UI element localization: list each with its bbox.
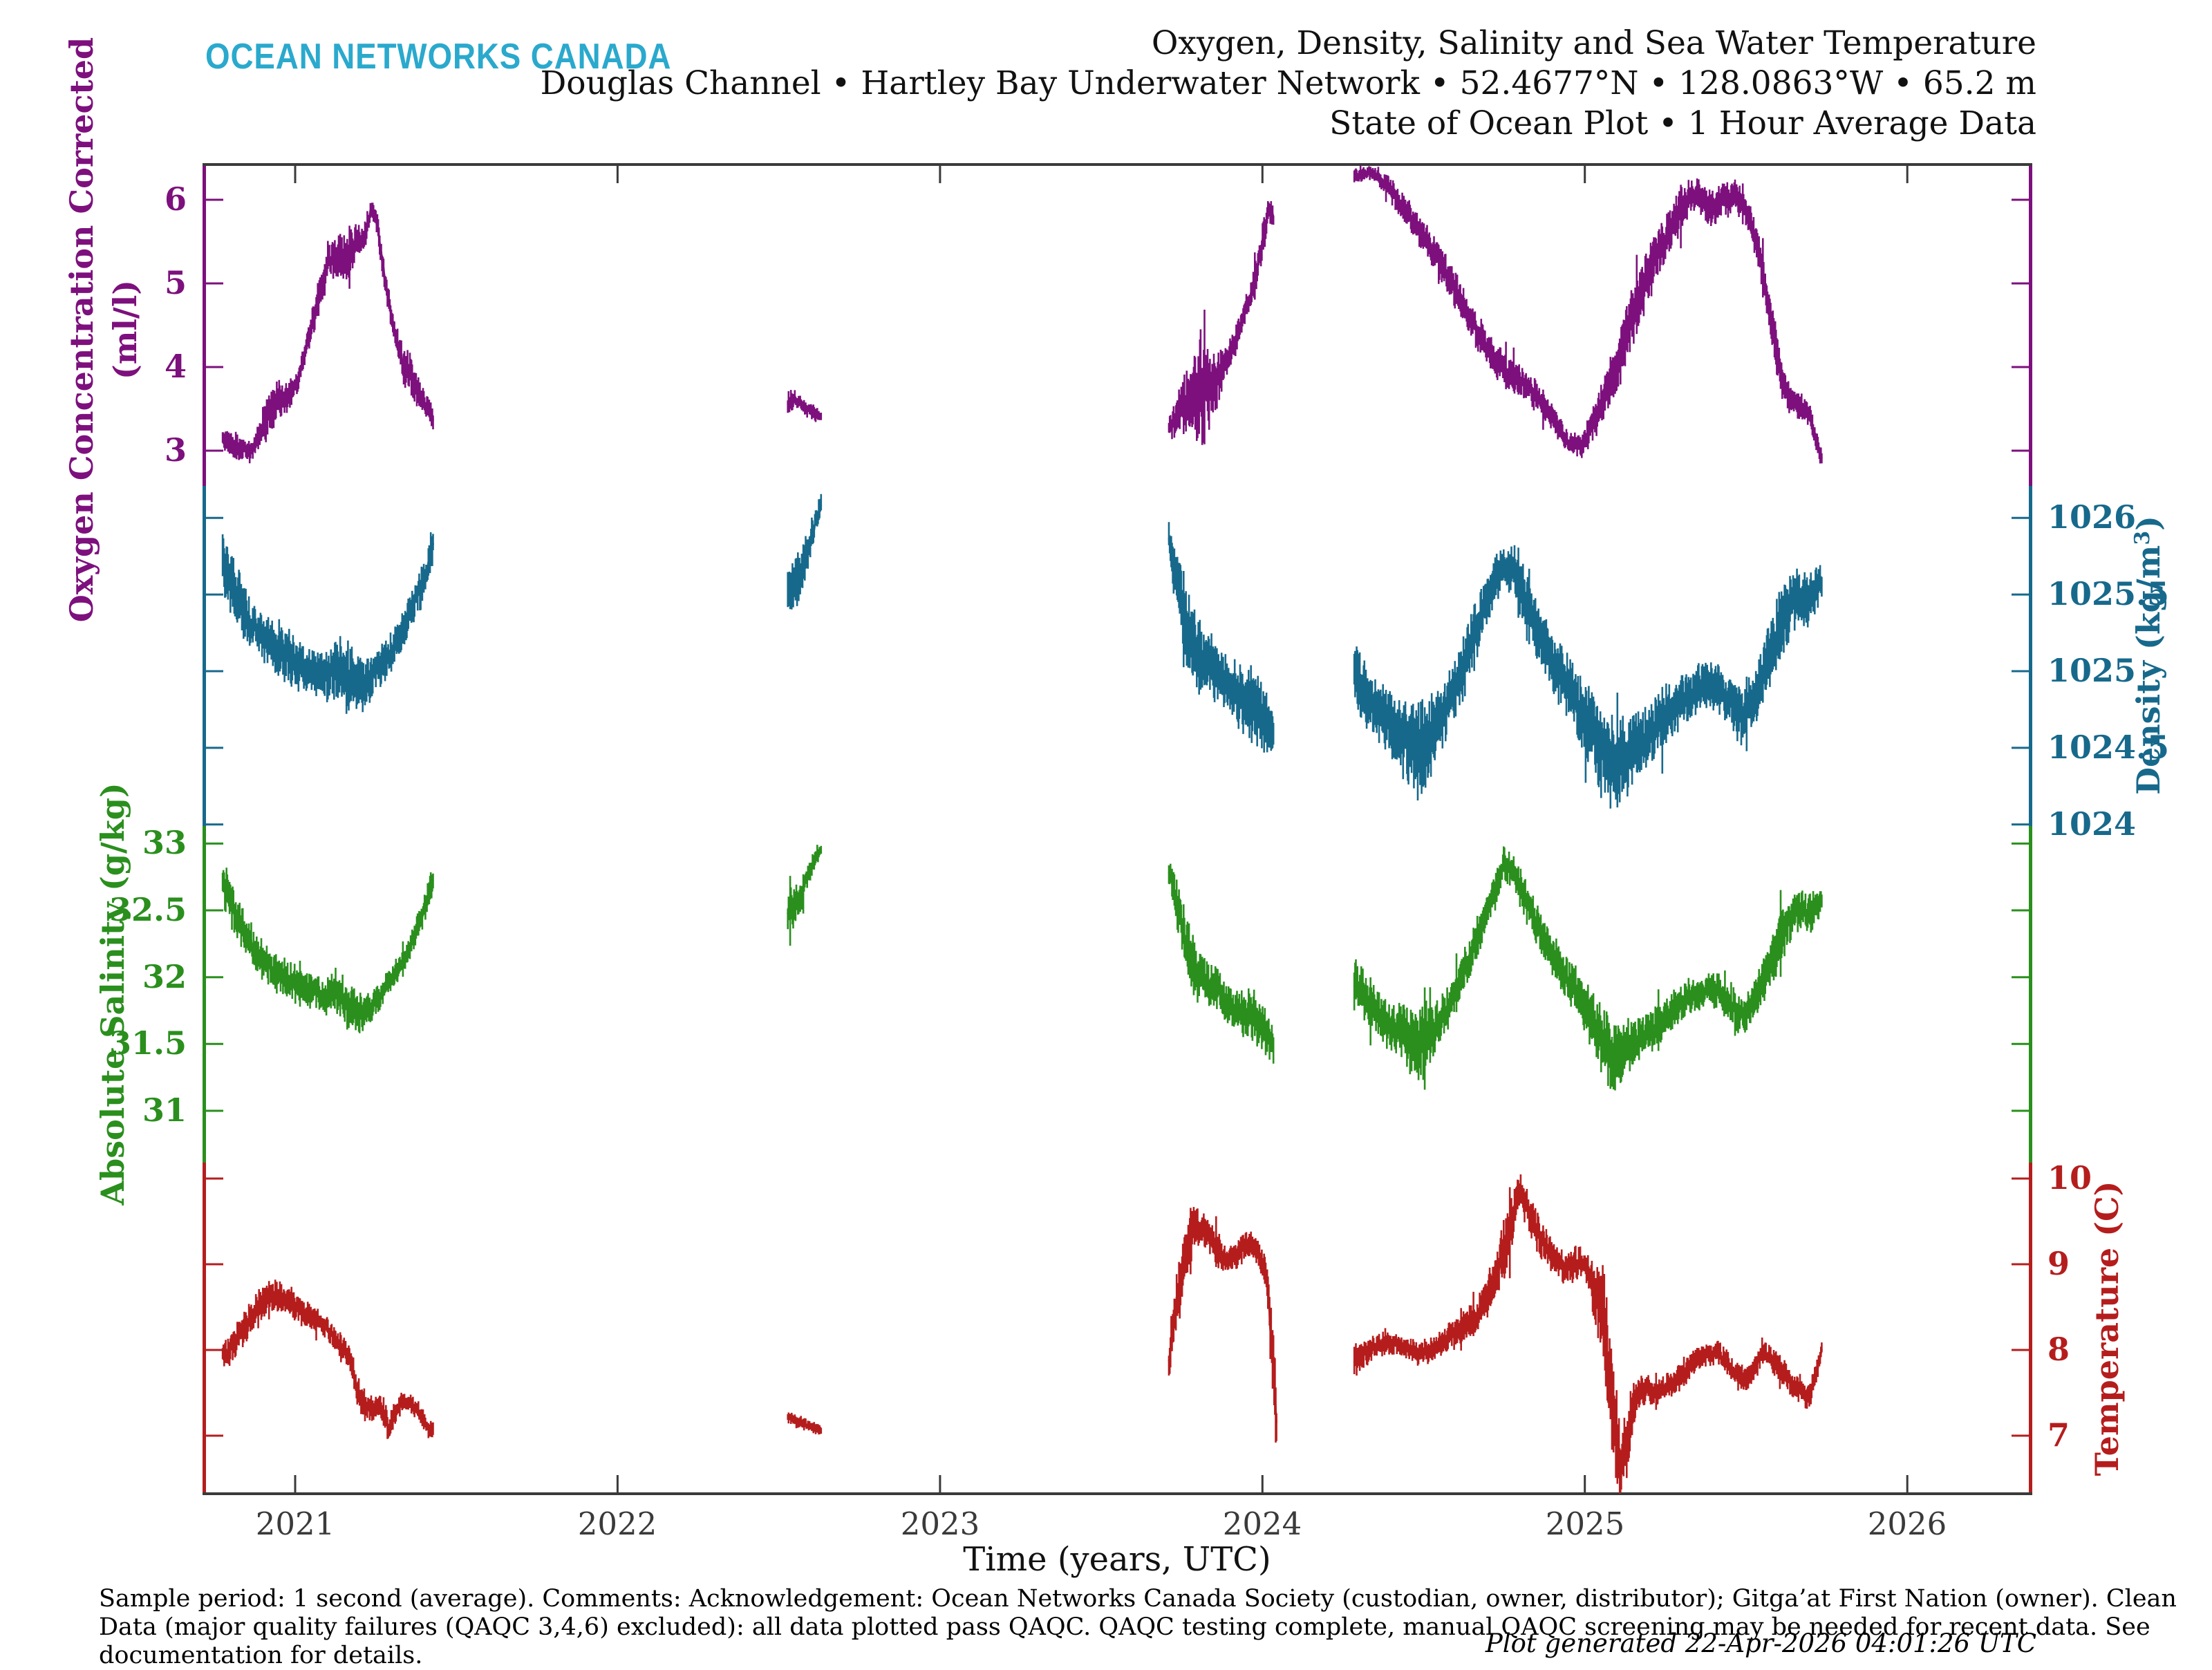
series-temperature-band <box>221 1174 1823 1494</box>
axis-title-text-salinity: Absolute Salinity (g/kg) <box>94 782 131 1205</box>
y-tick-label-density-1024.5: 1024.5 <box>2047 729 2170 766</box>
y-tick-label-salinity-31: 31 <box>142 1091 187 1129</box>
y-tick-label-temperature-9: 9 <box>2047 1245 2070 1282</box>
x-tick-label-2026: 2026 <box>1867 1505 1947 1542</box>
y-tick-label-salinity-32: 32 <box>142 958 187 995</box>
y-tick-label-oxygen-5: 5 <box>164 264 187 301</box>
x-tick-label-2024: 2024 <box>1222 1505 1302 1542</box>
x-axis-title: Time (years, UTC) <box>963 1540 1271 1579</box>
x-tick-label-2022: 2022 <box>577 1505 657 1542</box>
title-line-1: Oxygen, Density, Salinity and Sea Water … <box>1151 24 2036 62</box>
series-salinity-band <box>221 845 1823 1091</box>
series-oxygen-band <box>221 165 1823 464</box>
axis-title-text-density: Density (kg/m <box>2130 545 2167 795</box>
series-oxygen-line <box>222 169 1823 459</box>
axis-title-density-line-1: Density (kg/m3) <box>2130 516 2167 795</box>
y-tick-label-oxygen-6: 6 <box>164 180 187 218</box>
title-line-3: State of Ocean Plot • 1 Hour Average Dat… <box>1329 104 2036 142</box>
axis-title-oxygen-line-2: (ml/l) <box>106 280 144 379</box>
axis-title-sup-density: 3 <box>2130 530 2155 545</box>
y-tick-label-density-1025.5: 1025.5 <box>2047 575 2170 612</box>
axis-title-oxygen-line-1: Oxygen Concentration Corrected <box>63 37 100 622</box>
axis-title-text-oxygen: Oxygen Concentration Corrected <box>63 37 100 623</box>
y-tick-label-density-1025: 1025 <box>2047 652 2137 689</box>
x-tick-label-2021: 2021 <box>255 1505 335 1542</box>
axis-title-temperature-line-1: Temperature (C) <box>2088 1181 2126 1476</box>
series-temperature-line <box>221 1190 1823 1473</box>
y-tick-label-oxygen-4: 4 <box>164 348 187 385</box>
series-density-band <box>221 494 1823 809</box>
plot-area <box>203 163 2032 1495</box>
y-tick-label-salinity-33: 33 <box>142 824 187 861</box>
series-density-line <box>222 504 1822 769</box>
plot-title-block: Oxygen, Density, Salinity and Sea Water … <box>541 24 2036 144</box>
axis-title-post-density: ) <box>2130 516 2167 531</box>
y-tick-label-salinity-31.5: 31.5 <box>109 1024 187 1062</box>
series-salinity-line <box>221 850 1823 1065</box>
y-tick-label-temperature-8: 8 <box>2047 1331 2070 1368</box>
y-tick-label-temperature-7: 7 <box>2047 1416 2070 1454</box>
y-tick-label-temperature-10: 10 <box>2047 1159 2092 1197</box>
plot-generated-timestamp: Plot generated 22-Apr-2026 04:01:26 UTC <box>1485 1629 2036 1658</box>
footnote-line-1: Sample period: 1 second (average). Comme… <box>99 1585 2177 1613</box>
y-tick-label-density-1024: 1024 <box>2047 805 2137 843</box>
onc-logo: OCEAN NETWORKS CANADA <box>205 37 672 77</box>
y-tick-label-oxygen-3: 3 <box>164 431 187 469</box>
y-tick-label-density-1026: 1026 <box>2047 498 2137 536</box>
footnote-line-2: Data (major quality failures (QAQC 3,4,6… <box>99 1613 2150 1641</box>
title-line-2: Douglas Channel • Hartley Bay Underwater… <box>540 64 2036 102</box>
axis-title-text-oxygen: (ml/l) <box>106 280 144 379</box>
x-tick-label-2025: 2025 <box>1545 1505 1625 1542</box>
axis-title-text-temperature: Temperature (C) <box>2088 1181 2126 1476</box>
y-tick-label-salinity-32.5: 32.5 <box>109 891 187 928</box>
axis-title-salinity-line-1: Absolute Salinity (g/kg) <box>94 782 131 1205</box>
x-tick-label-2023: 2023 <box>900 1505 980 1542</box>
